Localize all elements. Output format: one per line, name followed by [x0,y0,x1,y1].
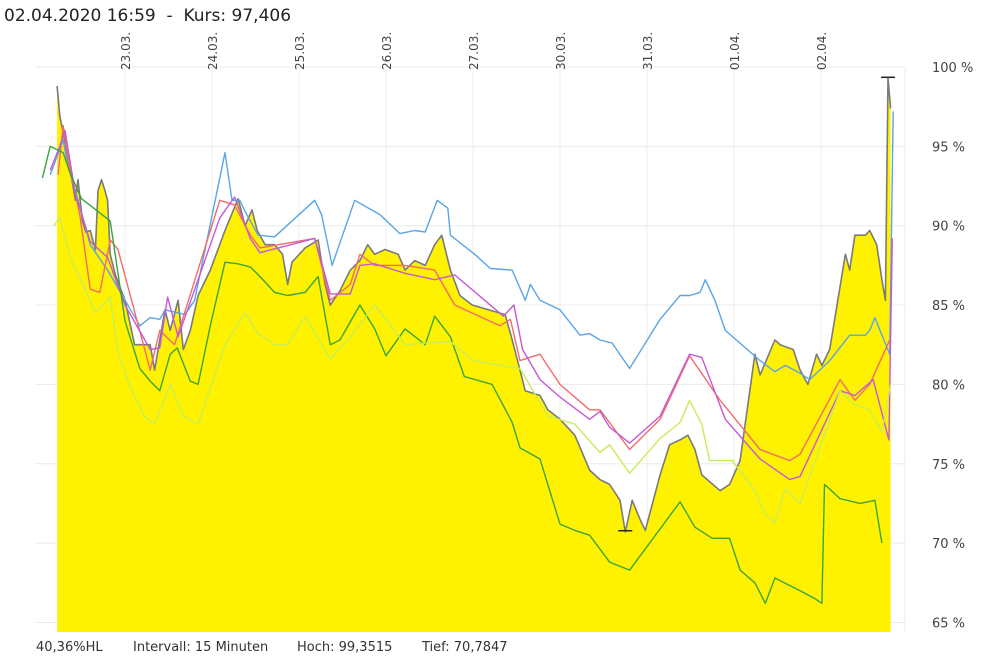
series-line-blue [49,111,894,381]
x-tick-label: 01.04. [728,32,742,70]
series-lines [41,77,894,605]
x-tick-label: 27.03. [467,32,481,70]
y-tick-label: 90 % [932,220,965,235]
x-tick-label: 02.04. [815,32,829,70]
x-tick-label: 24.03. [206,32,220,70]
x-tick-label: 23.03. [119,32,133,70]
footer-interval: Intervall: 15 Minuten [133,640,269,655]
footer-hl: 40,36%HL [36,640,103,655]
y-tick-label: 70 % [932,537,965,552]
series-line-green [41,145,883,605]
series-line-magenta [49,129,893,481]
x-tick-label: 31.03. [641,32,655,70]
area-fill [57,78,891,632]
footer-low: Tief: 70,7847 [422,640,508,655]
series-line-red [57,124,891,462]
high-low-markers [618,76,895,532]
y-tick-label: 65 % [932,616,965,631]
area-fill-main [57,78,891,632]
y-axis-labels: 100 % 95 % 90 % 85 % 80 % 75 % 70 % 65 % [932,61,973,631]
x-tick-label: 25.03. [293,32,307,70]
y-tick-label: 100 % [932,61,973,76]
y-tick-label: 85 % [932,299,965,314]
chart-title: 02.04.2020 16:59 - Kurs: 97,406 [4,6,292,26]
y-tick-label: 95 % [932,140,965,155]
y-tick-label: 75 % [932,458,965,473]
y-tick-label: 80 % [932,378,965,393]
series-line-lightgreen [53,217,892,524]
x-tick-label: 26.03. [380,32,394,70]
x-axis-labels: 23.03. 24.03. 25.03. 26.03. 27.03. 30.03. 31.0… [119,32,829,70]
x-tick-label: 30.03. [554,32,568,70]
footer-high: Hoch: 99,3515 [297,640,393,655]
series-line-main [56,77,892,533]
